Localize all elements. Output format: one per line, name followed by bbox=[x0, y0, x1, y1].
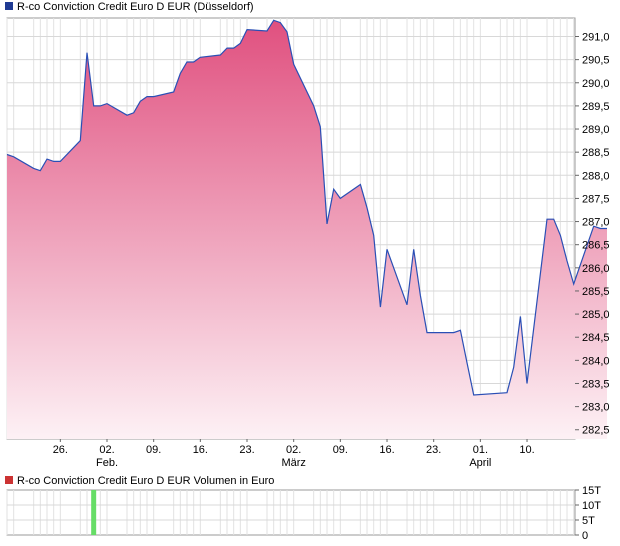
x-tick-label: 23. bbox=[426, 444, 441, 456]
x-tick-label: 10. bbox=[519, 444, 534, 456]
y-tick-label: 287,5 bbox=[582, 193, 610, 205]
x-month-label: April bbox=[469, 457, 491, 469]
volume-legend-swatch bbox=[5, 476, 13, 484]
y-tick-label: 284,5 bbox=[582, 332, 610, 344]
y-tick-label: 283,5 bbox=[582, 378, 610, 390]
y-tick-label: 285,0 bbox=[582, 309, 610, 321]
x-tick-label: 02. bbox=[286, 444, 301, 456]
x-tick-label: 02. bbox=[99, 444, 114, 456]
volume-y-axis: 15T 10T 5T 0 bbox=[575, 485, 601, 542]
y-tick-label: 287,0 bbox=[582, 217, 610, 229]
price-series-line bbox=[6, 19, 607, 396]
y-tick-label: 286,5 bbox=[582, 240, 610, 252]
price-x-axis: 26. 02. 09. 16. 23. 02. 09. 16. 23. 01. 10. Feb. Mär… bbox=[53, 439, 535, 469]
y-tick-label: 288,0 bbox=[582, 170, 610, 182]
price-area-fill bbox=[7, 20, 607, 440]
x-tick-label: 16. bbox=[379, 444, 394, 456]
y-tick-label: 289,0 bbox=[582, 124, 610, 136]
volume-grid bbox=[6, 490, 575, 535]
volume-bar bbox=[91, 490, 97, 535]
y-tick-label: 291,0 bbox=[582, 32, 610, 44]
volume-legend-label: R-co Conviction Credit Euro D EUR Volume… bbox=[17, 475, 274, 487]
y-tick-label: 285,5 bbox=[582, 286, 610, 298]
volume-bars bbox=[91, 490, 97, 535]
x-tick-label: 26. bbox=[53, 444, 68, 456]
price-y-axis: 291,0 290,5 290,0 289,5 289,0 288,5 288,0 287,5… bbox=[575, 32, 610, 437]
x-month-label: Feb. bbox=[96, 457, 118, 469]
y-tick-label: 288,5 bbox=[582, 147, 610, 159]
y-tick-label: 283,0 bbox=[582, 402, 610, 414]
x-tick-label: 01. bbox=[473, 444, 488, 456]
y-tick-label: 290,0 bbox=[582, 78, 610, 90]
volume-y-tick-label: 5T bbox=[582, 515, 595, 527]
y-tick-label: 286,0 bbox=[582, 263, 610, 275]
price-legend-swatch bbox=[5, 2, 13, 10]
x-tick-label: 09. bbox=[333, 444, 348, 456]
y-tick-label: 289,5 bbox=[582, 101, 610, 113]
x-tick-label: 09. bbox=[146, 444, 161, 456]
x-tick-label: 16. bbox=[193, 444, 208, 456]
volume-y-tick-label: 15T bbox=[582, 485, 601, 497]
x-month-label: März bbox=[281, 457, 305, 469]
y-tick-label: 282,5 bbox=[582, 425, 610, 437]
y-tick-label: 284,0 bbox=[582, 355, 610, 367]
volume-y-tick-label: 0 bbox=[582, 530, 588, 542]
volume-y-tick-label: 10T bbox=[582, 500, 601, 512]
price-legend-label: R-co Conviction Credit Euro D EUR (Düsse… bbox=[17, 1, 254, 13]
x-tick-label: 23. bbox=[239, 444, 254, 456]
y-tick-label: 290,5 bbox=[582, 55, 610, 67]
